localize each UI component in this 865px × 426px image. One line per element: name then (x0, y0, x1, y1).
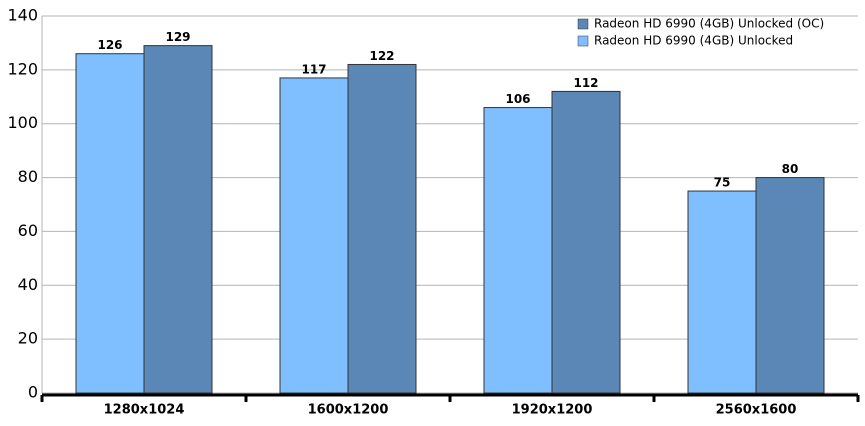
bar (551, 90, 621, 394)
bar (143, 45, 213, 394)
x-tick-label: 1280x1024 (104, 403, 185, 418)
y-tick-label: 0 (28, 383, 38, 402)
data-label: 126 (97, 38, 122, 52)
data-label: 129 (165, 30, 190, 44)
y-tick-label: 60 (18, 221, 38, 240)
y-tick-label: 100 (7, 113, 38, 132)
x-tick-label: 1600x1200 (308, 403, 389, 418)
legend-swatch (577, 35, 589, 47)
legend-label: Radeon HD 6990 (4GB) Unlocked (594, 34, 793, 48)
data-label: 106 (505, 92, 530, 106)
legend-label: Radeon HD 6990 (4GB) Unlocked (OC) (594, 17, 824, 31)
bar (483, 107, 553, 394)
y-tick-label: 80 (18, 167, 38, 186)
data-label: 75 (714, 176, 731, 190)
x-tick-label: 2560x1600 (716, 403, 797, 418)
y-tick-label: 140 (7, 6, 38, 25)
bar (755, 177, 825, 394)
data-label: 122 (369, 49, 394, 63)
y-tick-label: 40 (18, 275, 38, 294)
data-label: 117 (301, 62, 326, 76)
y-tick-label: 120 (7, 59, 38, 78)
data-label: 112 (573, 76, 598, 90)
bar (347, 63, 417, 394)
bar (687, 190, 757, 394)
bar (279, 77, 349, 394)
legend-swatch (577, 18, 589, 30)
y-tick-label: 20 (18, 329, 38, 348)
bar (75, 53, 145, 394)
data-label: 80 (782, 162, 799, 176)
x-tick-label: 1920x1200 (512, 403, 593, 418)
